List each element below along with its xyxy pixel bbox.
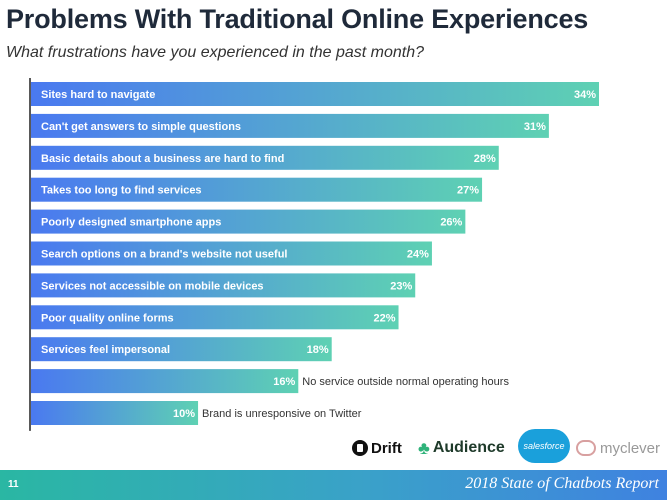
bar-chart: 34% Sites hard to navigate 31% Can't get an… [29,78,599,431]
bar [31,369,299,394]
bar-category-label: Brand is unresponsive on Twitter [202,408,362,420]
bar [31,113,549,138]
bar [31,401,199,425]
bar-category-label: No service outside normal operating hour… [302,376,509,388]
salesforce-logo-text: salesforce [523,441,565,451]
bar [31,337,332,362]
bar-value-label: 28% [474,153,496,165]
bar-category-label: Can't get answers to simple questions [41,121,241,133]
audience-logo-text: Audience [432,439,505,456]
bar-value-label: 26% [440,217,462,229]
myclever-logo-text: myclever [600,439,661,457]
myclever-logo-icon [576,440,596,456]
audience-logo: ♣ Audience [418,428,505,468]
bar [31,82,599,106]
bar [31,145,499,170]
bar-value-label: 27% [457,185,479,197]
page-title: Problems With Traditional Online Experie… [6,4,589,34]
bar-category-label: Basic details about a business are hard … [41,153,284,165]
bar [31,209,466,234]
bar-category-label: Poorly designed smartphone apps [41,217,221,229]
partner-logos: Drift ♣ Audience salesforce myclever [350,428,667,468]
bar-value-label: 23% [390,280,412,292]
bar-value-label: 31% [524,121,546,133]
bar-category-label: Poor quality online forms [41,312,174,324]
bar-value-label: 16% [273,376,295,388]
bar-value-label: 24% [407,249,429,261]
audience-logo-icon: ♣ [418,437,430,458]
bar-category-label: Services feel impersonal [41,344,170,356]
bar-value-label: 22% [373,312,395,324]
bar-value-label: 10% [173,408,195,420]
bar [31,241,432,266]
bar-category-label: Sites hard to navigate [41,89,155,101]
myclever-logo: myclever [576,428,660,468]
bar [31,273,416,298]
bar-category-label: Takes too long to find services [41,185,202,197]
drift-logo: Drift [352,428,402,468]
chart-subtitle: What frustrations have you experienced i… [6,44,425,61]
bar [31,177,483,202]
bar-category-label: Services not accessible on mobile device… [41,280,264,292]
page-number: 11 [8,479,19,490]
salesforce-logo: salesforce [518,429,570,463]
bar-value-label: 34% [574,89,596,101]
bar-value-label: 18% [307,344,329,356]
drift-logo-text: Drift [371,439,402,457]
footer-bar: 11 2018 State of Chatbots Report [0,470,667,500]
report-title: 2018 State of Chatbots Report [465,475,659,492]
bar-category-label: Search options on a brand's website not … [41,249,288,261]
bar [31,305,399,330]
drift-logo-icon [352,440,368,456]
